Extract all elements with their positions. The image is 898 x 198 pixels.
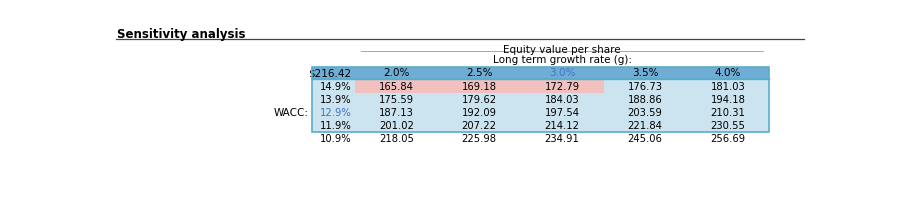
Text: Long term growth rate (g):: Long term growth rate (g): [493,55,631,65]
Text: 188.86: 188.86 [628,95,663,105]
Text: Equity value per share: Equity value per share [503,45,621,55]
Text: 214.12: 214.12 [545,121,579,131]
Text: 203.59: 203.59 [628,108,663,118]
Bar [313,67,770,79]
Text: 234.91: 234.91 [545,134,579,144]
Text: 179.62: 179.62 [462,95,497,105]
Text: 4.0%: 4.0% [715,68,741,78]
Text: 230.55: 230.55 [710,121,745,131]
Text: 192.09: 192.09 [462,108,497,118]
Text: 245.06: 245.06 [628,134,663,144]
Text: 210.31: 210.31 [710,108,745,118]
Text: 3.5%: 3.5% [632,68,658,78]
Text: 14.9%: 14.9% [320,82,352,91]
Text: 201.02: 201.02 [379,121,414,131]
Text: 221.84: 221.84 [628,121,663,131]
Text: 218.05: 218.05 [379,134,414,144]
Text: 184.03: 184.03 [545,95,579,105]
Text: 225.98: 225.98 [462,134,497,144]
Text: 165.84: 165.84 [379,82,414,91]
Text: $216.42: $216.42 [309,68,352,78]
Text: 169.18: 169.18 [462,82,497,91]
Text: 10.9%: 10.9% [320,134,352,144]
Bar [313,67,770,79]
Text: 12.9%: 12.9% [320,108,352,118]
Text: 2.5%: 2.5% [466,68,492,78]
Text: 207.22: 207.22 [462,121,497,131]
Bar [355,80,437,93]
Text: 176.73: 176.73 [628,82,663,91]
Text: 13.9%: 13.9% [320,95,352,105]
Text: 3.0%: 3.0% [549,68,576,78]
Text: 187.13: 187.13 [379,108,414,118]
Text: 256.69: 256.69 [710,134,745,144]
Text: Sensitivity analysis: Sensitivity analysis [117,28,245,41]
Bar [313,79,770,132]
Text: WACC:: WACC: [273,108,308,118]
Text: 172.79: 172.79 [544,82,580,91]
Bar [313,79,770,132]
Text: 194.18: 194.18 [710,95,745,105]
Bar [521,80,603,93]
Text: 181.03: 181.03 [710,82,745,91]
Text: 197.54: 197.54 [545,108,579,118]
Text: 11.9%: 11.9% [320,121,352,131]
Bar [437,80,521,93]
Text: 2.0%: 2.0% [383,68,409,78]
Text: 175.59: 175.59 [379,95,414,105]
